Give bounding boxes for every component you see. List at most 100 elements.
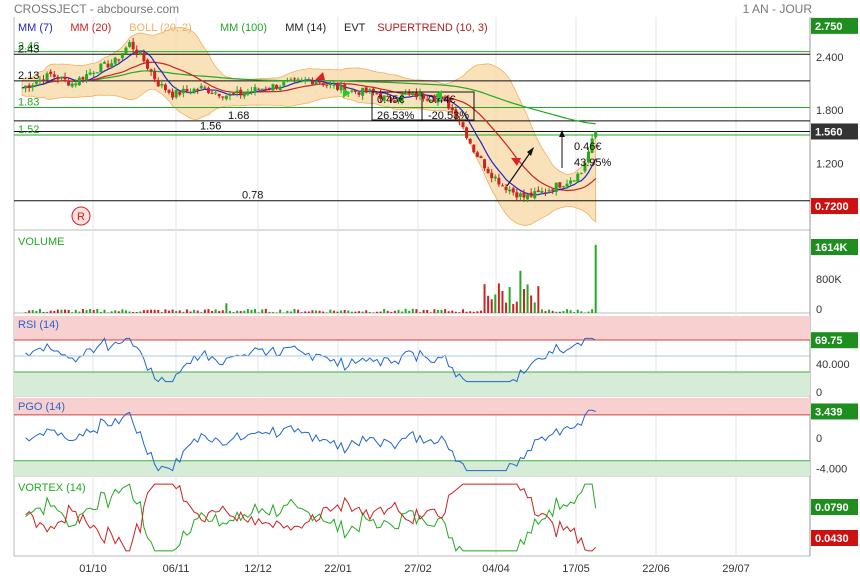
candle-body: [267, 87, 271, 89]
candle-body: [49, 71, 53, 74]
supertrend-marker: [343, 88, 350, 98]
candle-body: [396, 99, 400, 102]
candle-body: [382, 95, 386, 101]
volume-bar: [322, 311, 325, 313]
candle-body: [543, 192, 547, 194]
volume-bar: [508, 287, 511, 313]
volume-bar: [60, 309, 63, 313]
volume-bar: [135, 312, 138, 313]
volume-bar: [150, 309, 153, 313]
volume-bar: [365, 310, 368, 313]
volume-bar: [71, 312, 74, 313]
candle-body: [42, 79, 46, 82]
volume-bar: [117, 311, 120, 313]
volume-bar: [494, 294, 497, 313]
volume-bar: [74, 309, 77, 313]
candle-body: [124, 47, 128, 54]
volume-bar: [157, 309, 160, 313]
volume-bar: [540, 309, 543, 313]
candle-body: [339, 85, 343, 91]
pgo-line: [25, 409, 596, 472]
volume-bar: [343, 310, 346, 313]
candle-body: [149, 69, 153, 72]
legend-entry: EVT: [344, 22, 366, 34]
panel-title: PGO (14): [18, 401, 65, 413]
candle-body: [447, 97, 451, 109]
volume-bar: [103, 309, 106, 313]
volume-bar: [487, 295, 490, 313]
candle-body: [160, 84, 164, 86]
level-label: 0.78: [242, 190, 263, 202]
volume-bar: [254, 309, 257, 313]
candle-body: [163, 84, 167, 91]
volume-bar: [476, 311, 479, 313]
candle-body: [264, 88, 268, 90]
volume-bar: [164, 309, 167, 313]
vortex-badge-label: 0.0430: [815, 533, 849, 545]
candle-body: [260, 88, 264, 90]
legend-entry: MM (7): [18, 22, 53, 34]
candle-body: [88, 72, 92, 75]
volume-bar: [38, 309, 41, 313]
candle-body: [497, 177, 501, 185]
volume-bar: [146, 309, 149, 313]
volume-bar: [372, 312, 375, 313]
supertrend-marker: [435, 90, 442, 100]
candle-body: [332, 84, 336, 86]
price-badge-label: 2.750: [815, 21, 843, 33]
candle-body: [307, 80, 311, 82]
candle-body: [468, 138, 472, 144]
candle-body: [38, 79, 42, 82]
oversold-zone: [14, 460, 810, 476]
candle-body: [56, 76, 60, 80]
candle-body: [110, 63, 114, 68]
volume-bar: [318, 310, 321, 313]
volume-bar: [268, 311, 271, 313]
candle-body: [371, 88, 375, 92]
candle-body: [583, 163, 587, 172]
candle-body: [224, 95, 228, 100]
volume-bar: [304, 311, 307, 313]
rsi-line: [25, 337, 596, 383]
candle-body: [282, 82, 286, 86]
volume-bar: [393, 310, 396, 313]
candle-body: [181, 88, 185, 94]
x-tick-label: 01/10: [79, 563, 107, 575]
volume-bar: [501, 290, 504, 313]
volume-bar: [555, 311, 558, 313]
candle-body: [368, 89, 372, 91]
candle-body: [242, 92, 246, 97]
candle-body: [178, 91, 182, 95]
volume-bar: [325, 312, 328, 313]
volume-bar: [78, 311, 81, 313]
volume-bar: [139, 311, 142, 313]
rsi-tick-label: 40.000: [816, 359, 850, 371]
candle-body: [393, 100, 397, 102]
candle-body: [533, 191, 537, 199]
volume-bar: [594, 244, 597, 313]
measure-box: [421, 91, 475, 121]
volume-bar: [576, 309, 579, 313]
candle-body: [318, 81, 322, 83]
volume-bar: [28, 310, 31, 313]
volume-bar: [225, 303, 228, 313]
candle-body: [138, 51, 142, 55]
overbought-zone: [14, 398, 810, 415]
volume-bar: [160, 312, 163, 313]
candle-body: [31, 85, 35, 88]
volume-bar: [591, 309, 594, 313]
volume-bar: [307, 311, 310, 313]
ma-20-line: [21, 61, 597, 192]
volume-bar: [110, 311, 113, 313]
candle-body: [314, 81, 318, 85]
candle-body: [432, 98, 436, 102]
vortex-badge: [811, 499, 858, 515]
volume-bar: [386, 310, 389, 313]
candle-body: [293, 78, 297, 80]
candle-body: [27, 85, 31, 88]
pgo-badge: [811, 403, 858, 420]
candle-body: [576, 173, 580, 182]
candle-body: [569, 180, 573, 184]
candle-body: [95, 72, 99, 74]
